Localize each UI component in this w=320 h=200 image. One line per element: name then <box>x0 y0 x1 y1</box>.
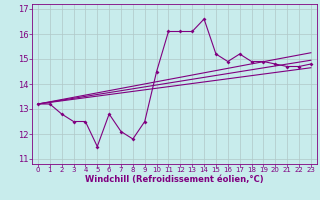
X-axis label: Windchill (Refroidissement éolien,°C): Windchill (Refroidissement éolien,°C) <box>85 175 264 184</box>
